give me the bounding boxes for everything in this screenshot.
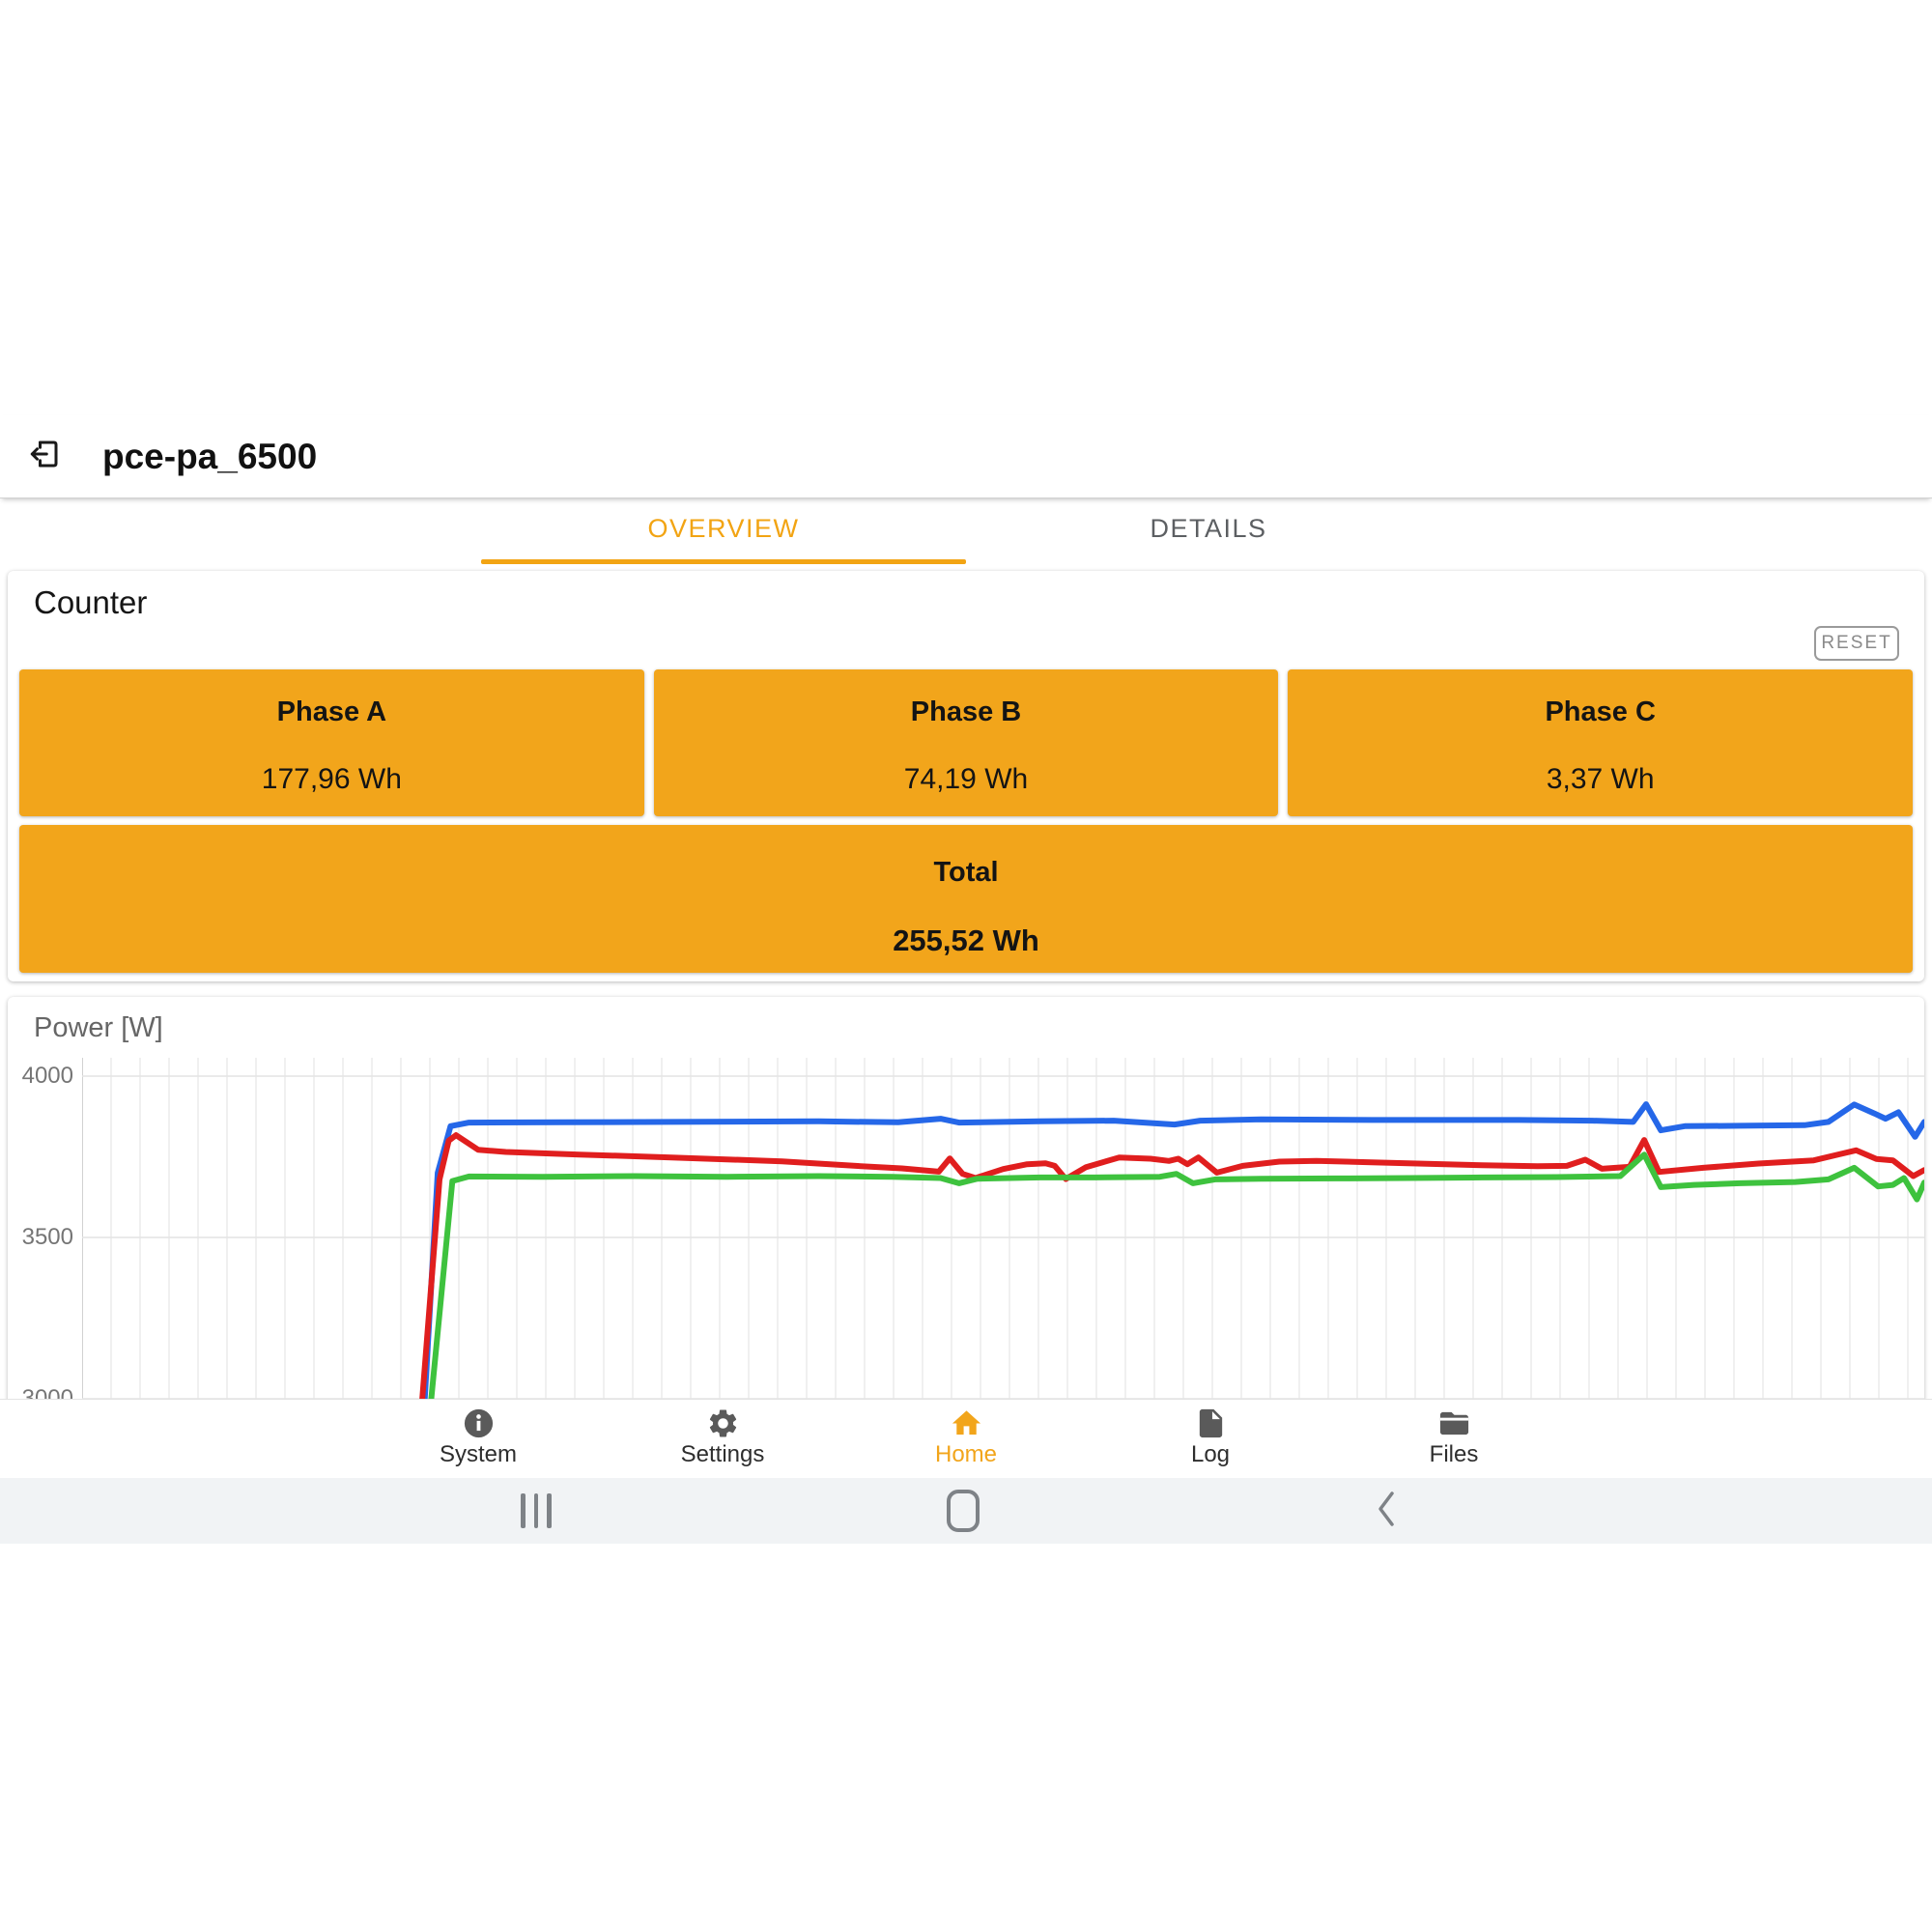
- recents-icon: [521, 1493, 552, 1528]
- home-button[interactable]: [934, 1478, 992, 1544]
- phase-b-box: Phase B 74,19 Wh: [653, 669, 1279, 816]
- nav-label-system: System: [439, 1441, 517, 1467]
- nav-item-files[interactable]: Files: [1377, 1406, 1531, 1468]
- phase-a-value: 177,96 Wh: [261, 763, 402, 795]
- tab-overview[interactable]: OVERVIEW: [647, 514, 800, 543]
- document-icon: [1133, 1406, 1288, 1440]
- active-tab-indicator: [481, 559, 966, 564]
- android-system-bar: [0, 1478, 1932, 1544]
- nav-item-system[interactable]: System: [401, 1406, 555, 1468]
- nav-item-settings[interactable]: Settings: [645, 1406, 800, 1468]
- tab-bar: OVERVIEW DETAILS: [0, 498, 1932, 564]
- reset-button[interactable]: RESET: [1814, 626, 1899, 661]
- logout-back-button[interactable]: [25, 438, 64, 476]
- nav-label-files: Files: [1429, 1441, 1479, 1467]
- home-icon: [889, 1406, 1043, 1440]
- nav-label-settings: Settings: [680, 1441, 765, 1467]
- back-chevron-icon: [1378, 1491, 1395, 1532]
- android-home-icon: [947, 1490, 980, 1532]
- total-value: 255,52 Wh: [893, 923, 1039, 957]
- phase-b-label: Phase B: [910, 696, 1022, 727]
- nav-label-home: Home: [934, 1441, 998, 1467]
- recents-button[interactable]: [507, 1478, 565, 1544]
- info-icon: [401, 1406, 555, 1440]
- phase-c-box: Phase C 3,37 Wh: [1288, 669, 1914, 816]
- y-axis-tick-4000: 4000: [21, 1063, 73, 1089]
- y-axis-tick-3500: 3500: [21, 1224, 73, 1250]
- back-button[interactable]: [1357, 1478, 1415, 1544]
- app-bar: pce-pa_6500: [0, 415, 1932, 498]
- counter-title: Counter: [34, 584, 148, 620]
- phase-a-label: Phase A: [276, 696, 387, 727]
- logout-icon: [27, 437, 62, 476]
- gear-icon: [645, 1406, 800, 1440]
- nav-item-home[interactable]: Home: [889, 1406, 1043, 1468]
- phase-b-value: 74,19 Wh: [903, 763, 1029, 795]
- total-box: Total 255,52 Wh: [19, 825, 1913, 973]
- total-label: Total: [933, 857, 999, 888]
- bottom-nav: System Settings Home Lo: [0, 1399, 1932, 1479]
- page-title: pce-pa_6500: [102, 436, 318, 476]
- folder-icon: [1377, 1406, 1531, 1440]
- nav-label-log: Log: [1190, 1441, 1231, 1467]
- counter-card: Counter RESET Phase A 177,96 Wh Phase B …: [8, 571, 1924, 981]
- nav-item-log[interactable]: Log: [1133, 1406, 1288, 1468]
- phase-c-label: Phase C: [1545, 696, 1656, 727]
- phase-a-box: Phase A 177,96 Wh: [19, 669, 644, 816]
- chart-title: Power [W]: [34, 1012, 163, 1043]
- tab-details[interactable]: DETAILS: [1150, 514, 1267, 543]
- phase-c-value: 3,37 Wh: [1546, 763, 1655, 795]
- phase-row: Phase A 177,96 Wh Phase B 74,19 Wh Phase…: [19, 669, 1914, 816]
